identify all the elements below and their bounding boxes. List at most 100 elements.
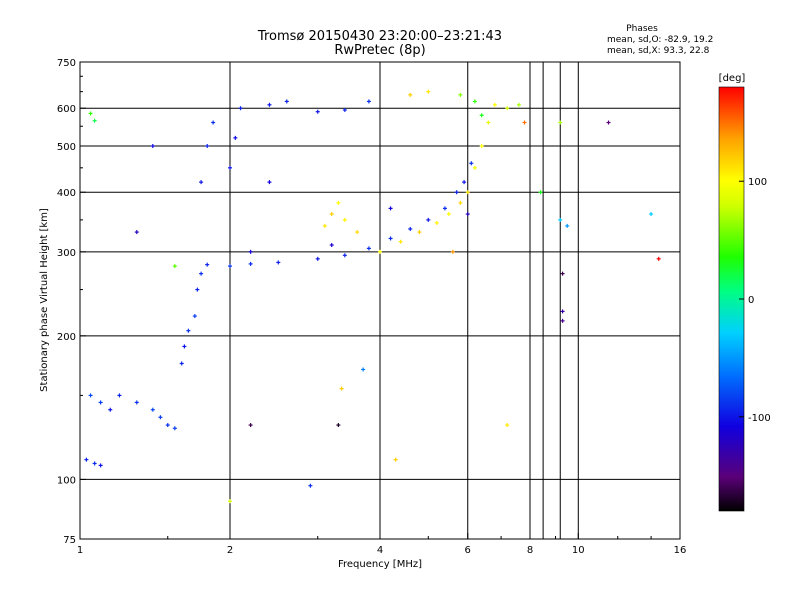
data-point [117, 393, 122, 398]
data-point [388, 236, 393, 241]
data-point [98, 463, 103, 468]
data-point [565, 223, 570, 228]
data-point [192, 314, 197, 319]
x-tick-label: 8 [527, 545, 533, 556]
data-point [211, 120, 216, 125]
data-point [426, 89, 431, 94]
data-point [92, 461, 97, 466]
y-axis-label: Stationary phase Virtual Height [km] [39, 208, 50, 392]
y-tick-label: 75 [63, 535, 76, 546]
data-point [361, 367, 366, 372]
data-point [558, 217, 563, 222]
data-point [233, 135, 238, 140]
data-point [308, 483, 313, 488]
data-point [248, 249, 253, 254]
data-point [516, 102, 521, 107]
phase-stats: Phases mean, sd,O: -82.9, 19.2 mean, sd,… [607, 24, 713, 56]
data-point [158, 415, 163, 420]
chart-subtitle: RwPretec (8p) [334, 43, 425, 58]
colorbar-tick-label: 0 [748, 295, 754, 306]
y-tick-label: 400 [57, 188, 76, 199]
data-point [336, 200, 341, 205]
data-point [492, 102, 497, 107]
y-tick-label: 500 [57, 142, 76, 153]
x-axis-label: Frequency [MHz] [338, 559, 422, 570]
data-point [388, 206, 393, 211]
data-point [446, 212, 451, 217]
data-point [267, 102, 272, 107]
x-axis-ticks: 1 2 4 6 8 10 16 [77, 533, 687, 556]
data-point [329, 212, 334, 217]
data-point [150, 143, 155, 148]
data-point [469, 161, 474, 166]
data-point [393, 457, 398, 462]
data-point [284, 99, 289, 104]
data-point [248, 423, 253, 428]
data-point [656, 256, 661, 261]
data-point [649, 212, 654, 217]
x-tick-label: 10 [572, 545, 585, 556]
data-point [417, 230, 422, 235]
phase-colorbar: [deg] 100 0 -100 [719, 73, 771, 512]
data-point [199, 180, 204, 185]
data-point [134, 400, 139, 405]
data-point [322, 223, 327, 228]
y-tick-label: 300 [57, 248, 76, 259]
data-point [172, 426, 177, 431]
data-point [458, 92, 463, 97]
data-point [342, 217, 347, 222]
y-tick-label: 600 [57, 104, 76, 115]
data-point [450, 249, 455, 254]
data-point [228, 264, 232, 269]
x-tick-label: 6 [465, 545, 471, 556]
data-point [195, 287, 200, 292]
y-tick-label: 100 [57, 475, 76, 486]
data-point [522, 120, 527, 125]
data-point [606, 120, 611, 125]
x-tick-label: 2 [227, 545, 233, 556]
data-point [315, 256, 320, 261]
data-point [342, 107, 347, 112]
data-point [248, 261, 253, 266]
data-point [434, 220, 439, 225]
data-point [472, 99, 477, 104]
data-point [205, 262, 210, 267]
data-point [92, 118, 97, 123]
data-point [276, 260, 281, 265]
data-point [228, 499, 232, 504]
data-point [150, 407, 155, 412]
data-point [355, 230, 360, 235]
x-tick-label: 16 [674, 545, 687, 556]
colorbar-ticks: 100 0 -100 [739, 177, 771, 424]
x-tick-label: 1 [77, 545, 83, 556]
data-point [172, 264, 177, 269]
data-point [538, 190, 543, 195]
data-point [408, 226, 413, 231]
data-point [134, 230, 139, 235]
colorbar-label: [deg] [719, 73, 746, 84]
data-point [560, 271, 565, 276]
title-block: Tromsø 20150430 23:20:00–23:21:43 RwPret… [257, 29, 502, 58]
data-point [560, 318, 565, 323]
grid-lines [80, 62, 680, 539]
data-point [458, 200, 463, 205]
data-point [182, 344, 187, 349]
data-point [462, 180, 467, 185]
data-point [505, 106, 510, 111]
data-point [472, 165, 477, 170]
data-point [426, 217, 431, 222]
data-point [179, 361, 184, 366]
chart-title: Tromsø 20150430 23:20:00–23:21:43 [257, 29, 502, 44]
data-point [199, 271, 204, 276]
data-point [479, 113, 484, 118]
data-point [238, 106, 243, 111]
data-point [108, 407, 113, 412]
y-tick-label: 750 [57, 58, 76, 69]
data-point [465, 212, 470, 217]
x-tick-label: 4 [377, 545, 383, 556]
y-tick-label: 200 [57, 332, 76, 343]
data-points [84, 89, 661, 504]
data-point [336, 423, 341, 428]
data-point [408, 92, 413, 97]
